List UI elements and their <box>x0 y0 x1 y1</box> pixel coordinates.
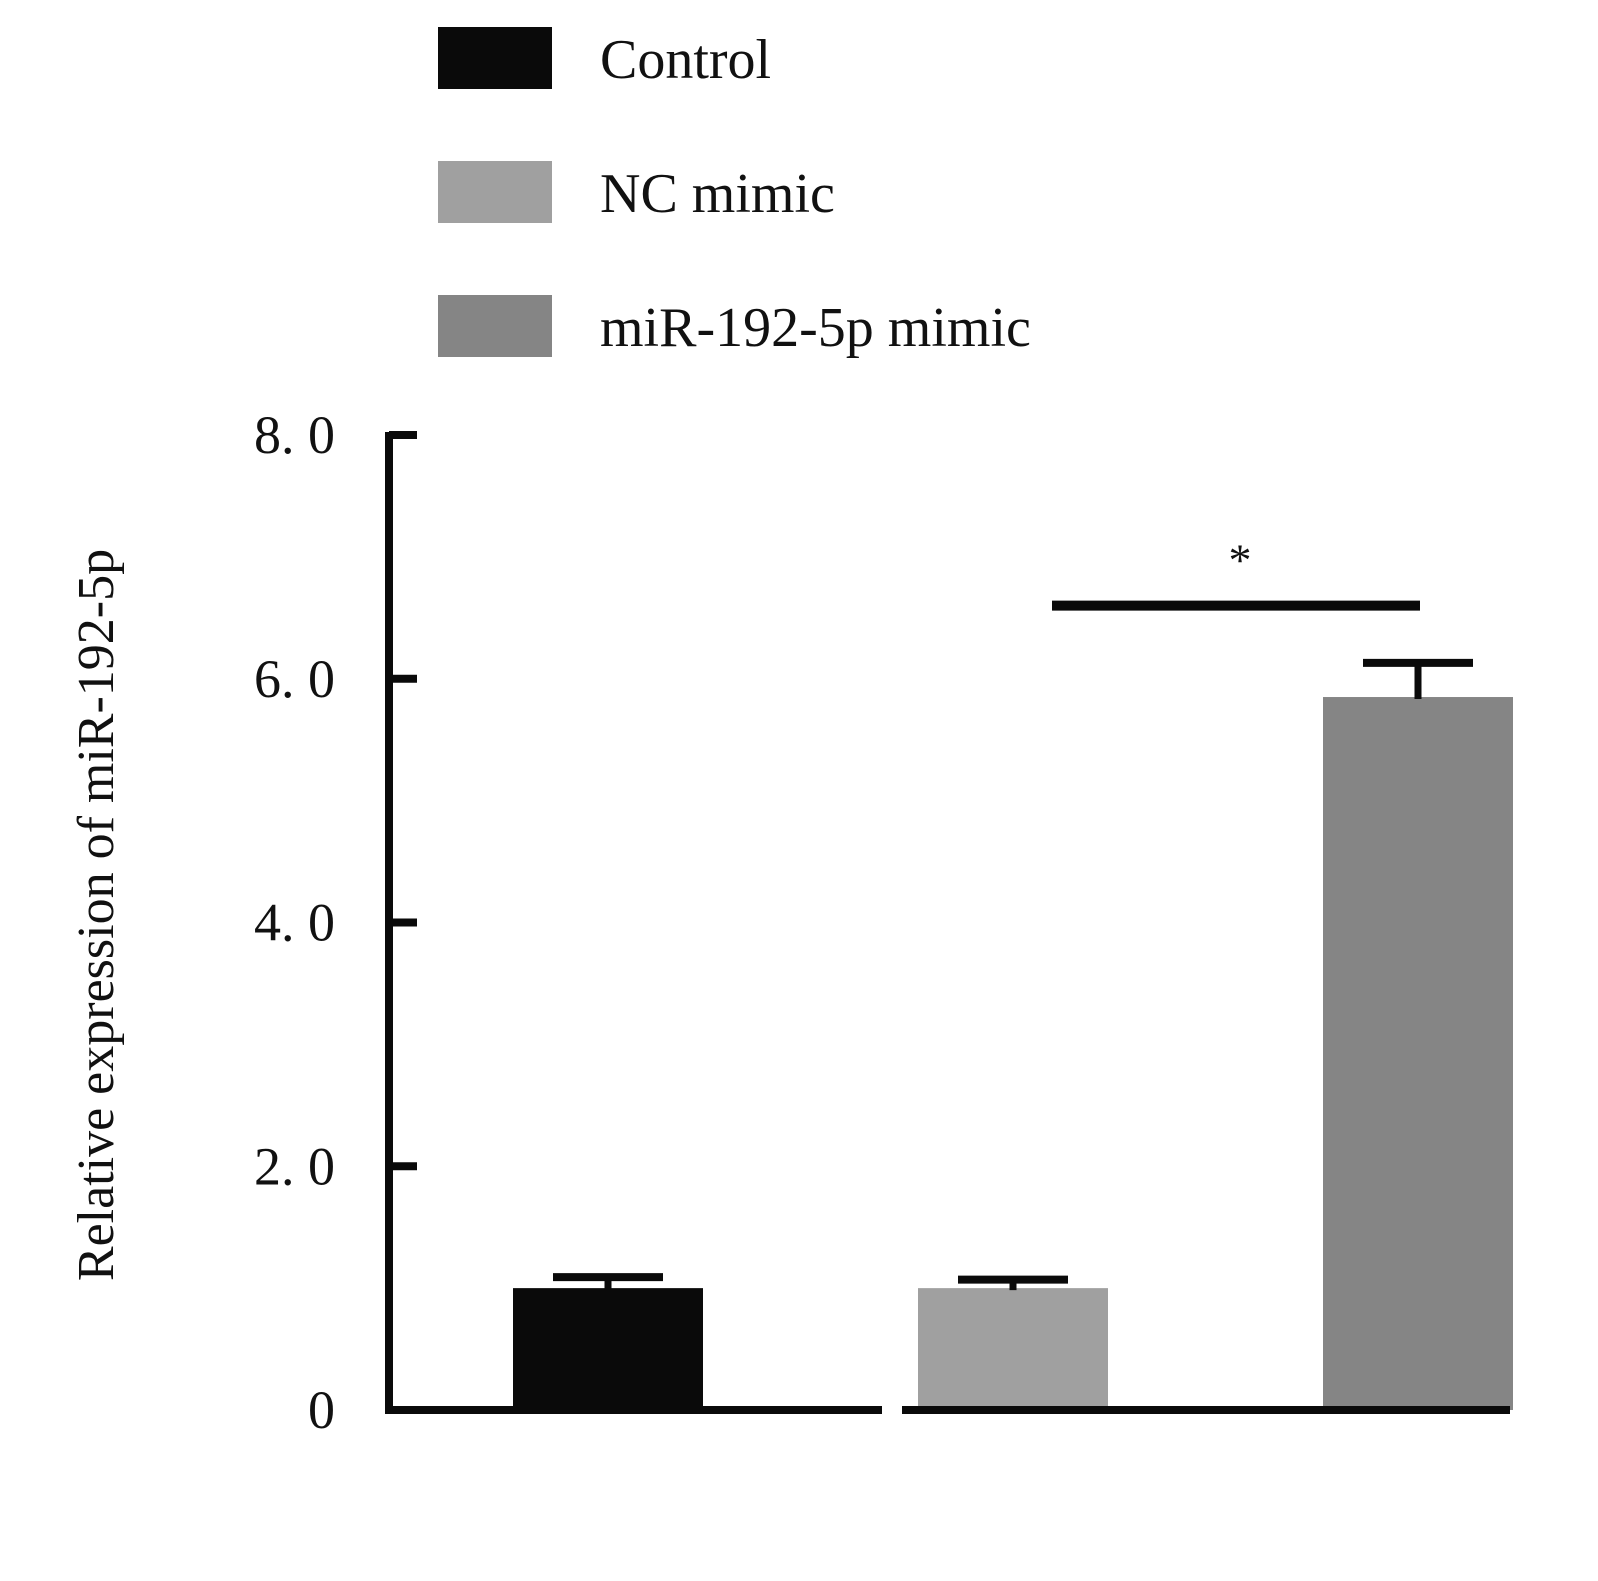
significance-annotation: * <box>1052 535 1420 611</box>
legend-label-2: NC mimic <box>600 163 835 225</box>
y-axis-label: Relative expression of miR-192-5p <box>68 549 125 1281</box>
y-axis: 0 2. 0 4. 0 6. 0 8. 0 <box>254 405 417 1440</box>
y-tick-label: 0 <box>308 1380 335 1440</box>
legend-label-1: Control <box>600 29 771 91</box>
legend-swatch-3 <box>438 295 552 357</box>
bar-control <box>513 1288 703 1410</box>
bar-mir-192-5p-mimic <box>1323 697 1513 1410</box>
bars <box>513 658 1513 1410</box>
significance-marker: * <box>1229 535 1252 586</box>
y-tick-label: 8. 0 <box>254 405 335 465</box>
y-tick-label: 6. 0 <box>254 649 335 709</box>
y-tick-label: 4. 0 <box>254 893 335 953</box>
legend-swatch-2 <box>438 161 552 223</box>
legend-label-3: miR-192-5p mimic <box>600 297 1031 359</box>
legend-swatch-1 <box>438 27 552 89</box>
y-tick-label: 2. 0 <box>254 1136 335 1196</box>
bar-nc-mimic <box>918 1288 1108 1410</box>
legend: Control NC mimic miR-192-5p mimic <box>438 27 1031 359</box>
